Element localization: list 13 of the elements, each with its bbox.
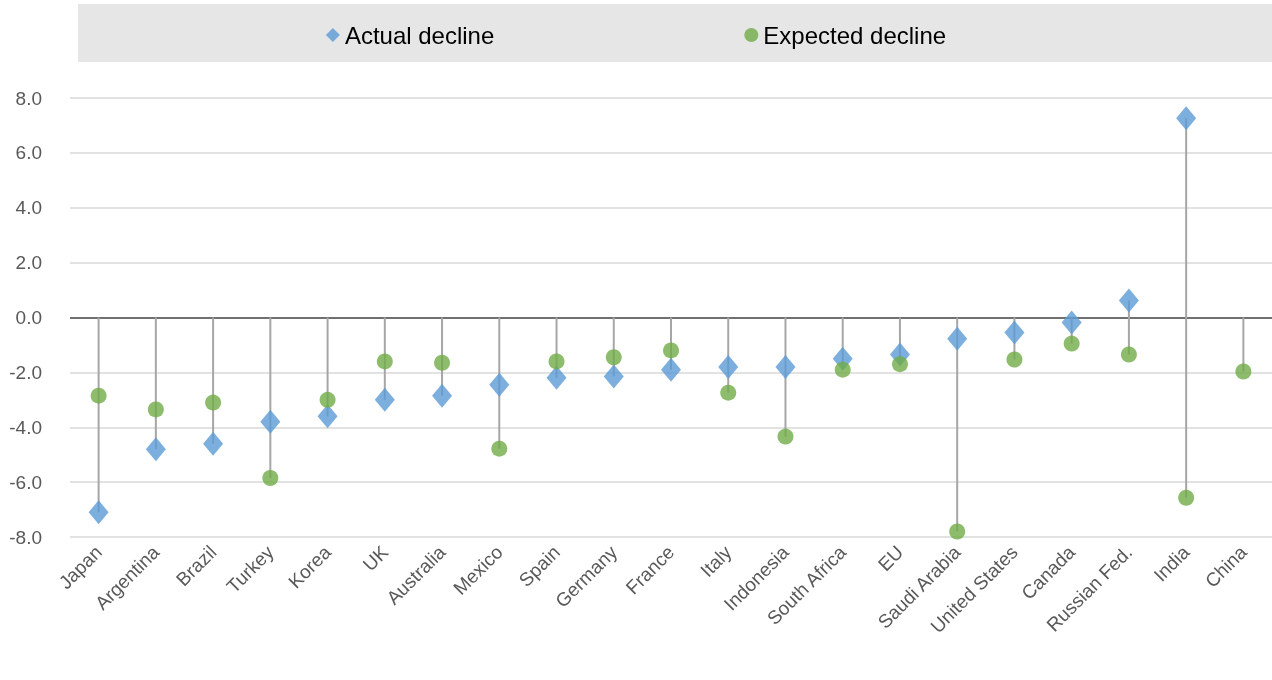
y-tick-label: -8.0	[9, 526, 42, 548]
y-tick-label: 8.0	[15, 87, 42, 109]
y-tick-label: -6.0	[9, 471, 42, 493]
y-tick-label: 6.0	[15, 142, 42, 164]
y-tick-label: -4.0	[9, 416, 42, 438]
y-tick-label: 2.0	[15, 252, 42, 274]
y-tick-label: 4.0	[15, 197, 42, 219]
y-tick-label: -2.0	[9, 361, 42, 383]
x-tick-label: EU	[873, 541, 908, 576]
y-tick-label: 0.0	[15, 307, 42, 328]
legend-label: Actual decline	[344, 21, 495, 49]
x-tick-label: UK	[358, 541, 393, 576]
legend-label: Expected decline	[763, 21, 947, 49]
